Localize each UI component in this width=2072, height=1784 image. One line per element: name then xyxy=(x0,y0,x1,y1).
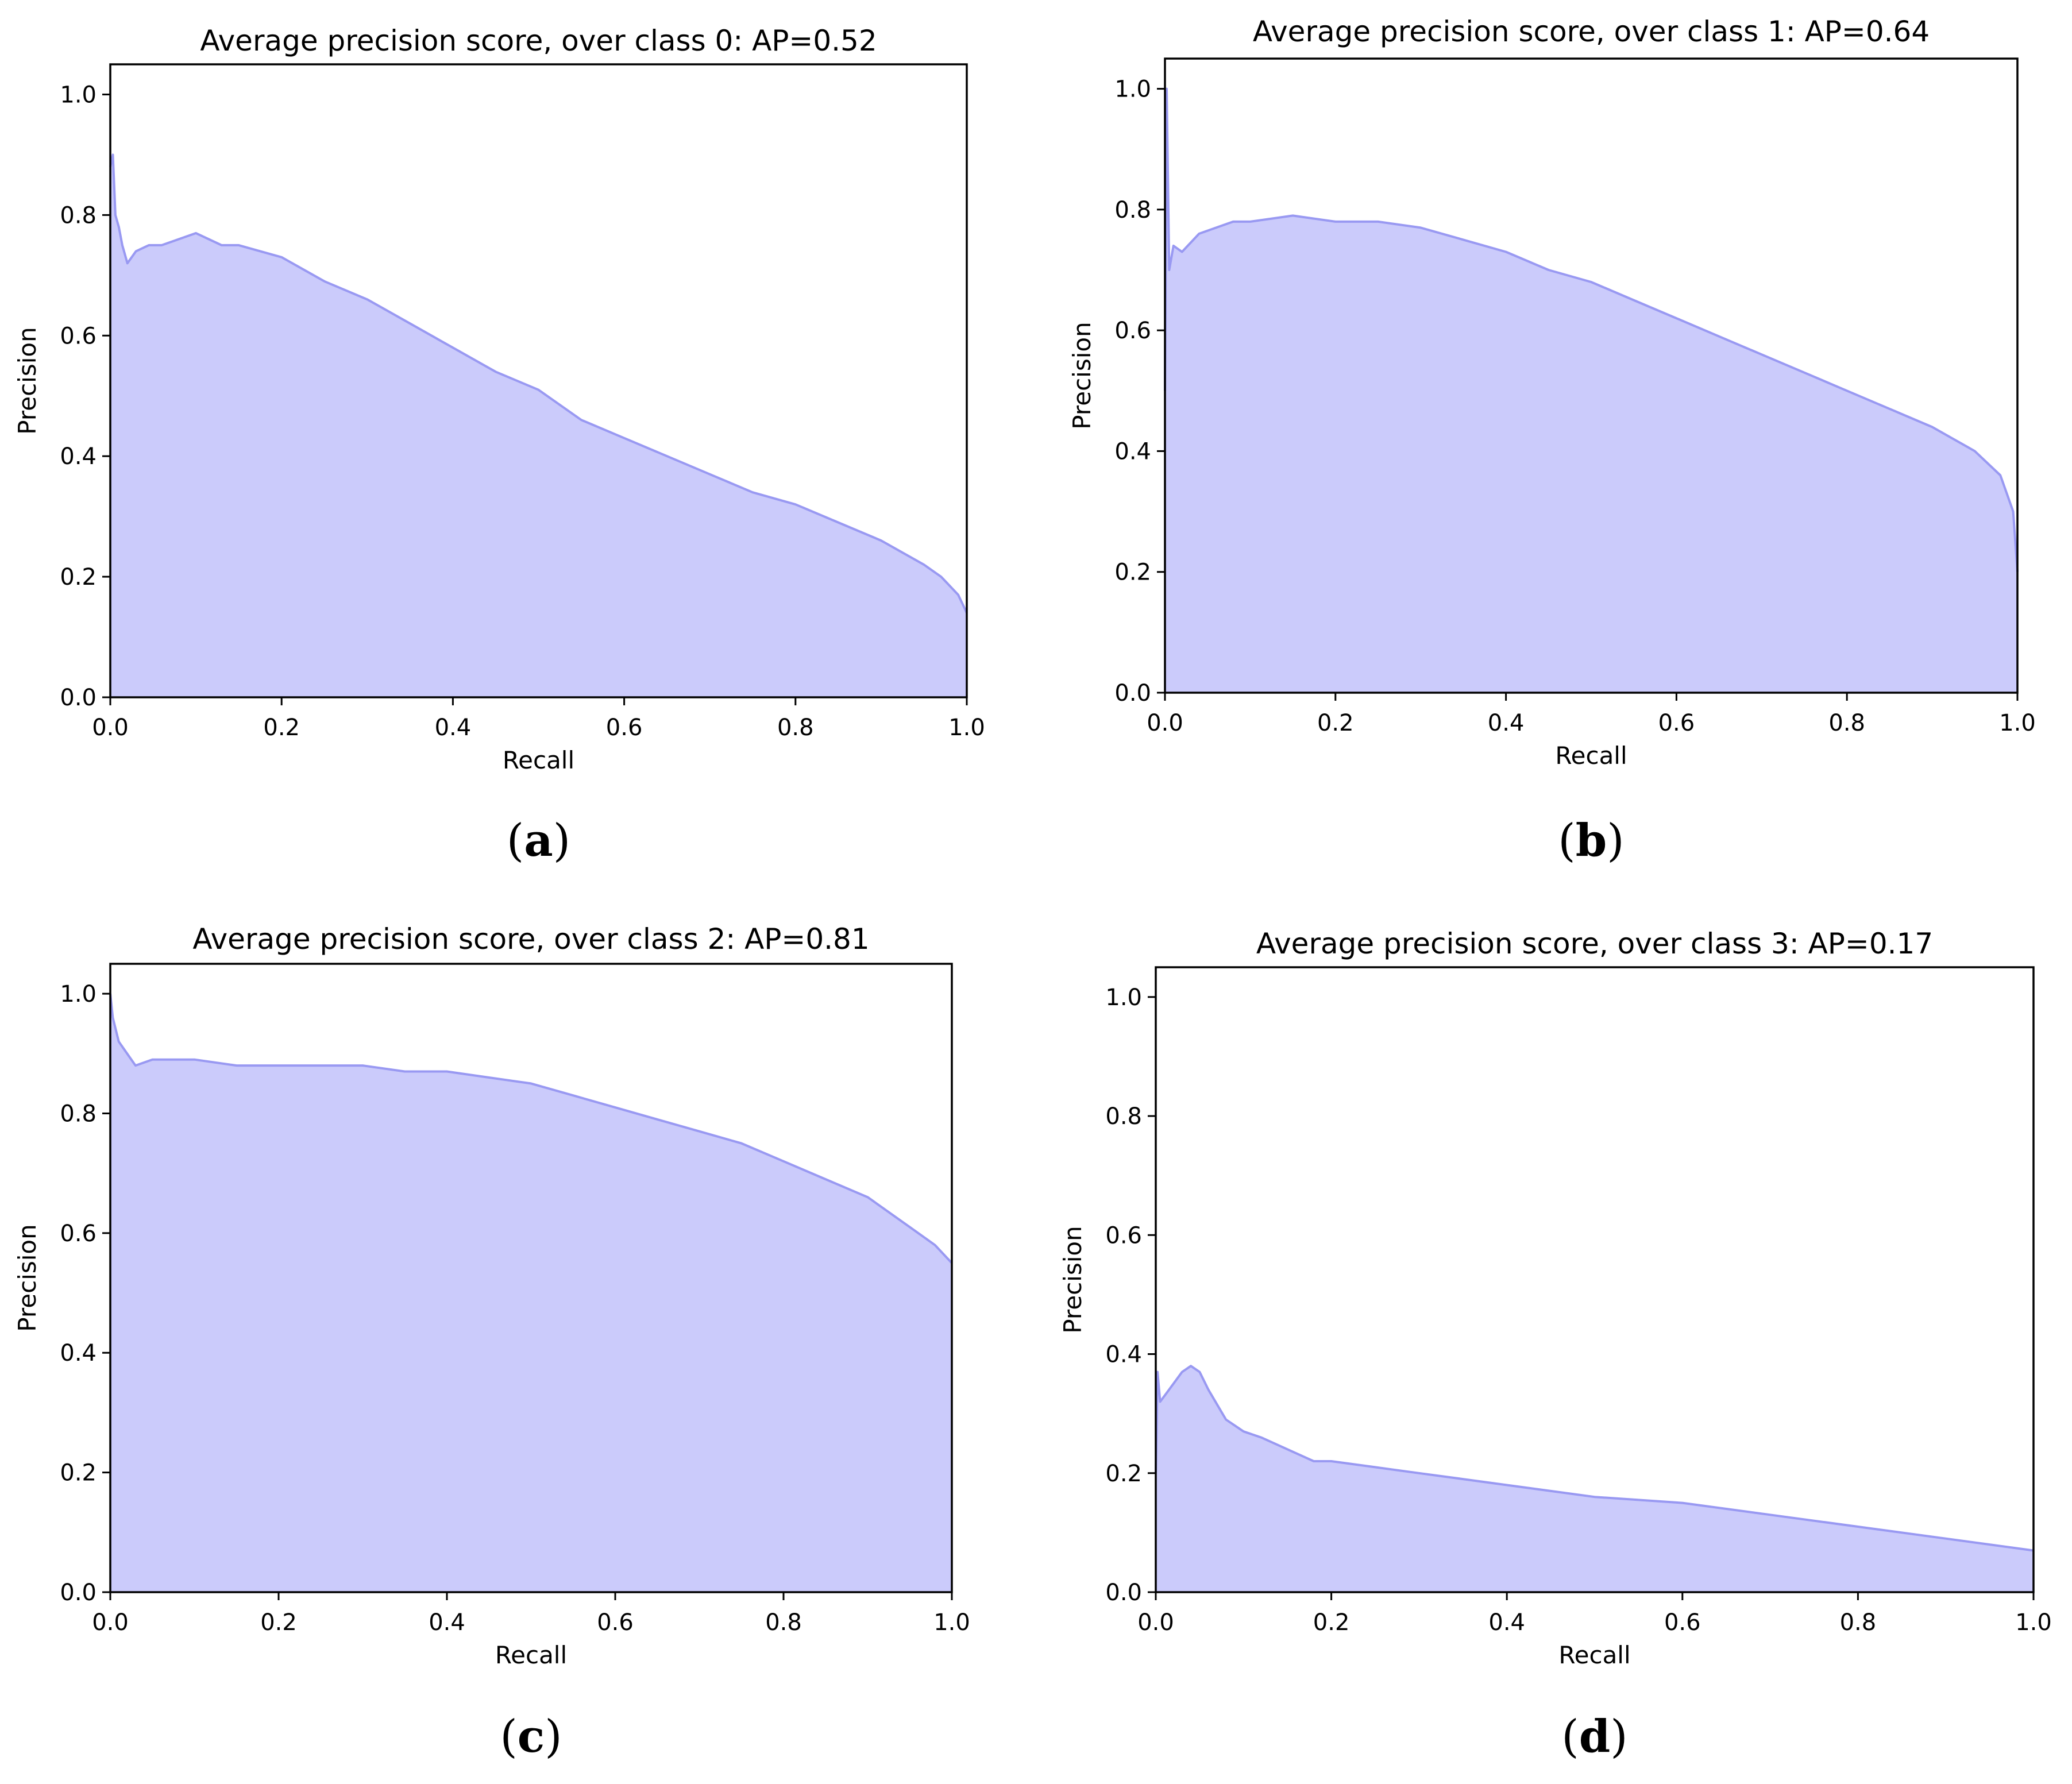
y-tick-label-c: 0.0 xyxy=(60,1580,97,1606)
y-tick-label-a: 0.6 xyxy=(60,323,97,349)
chart-title-d: Average precision score, over class 3: A… xyxy=(1256,927,1933,960)
x-tick-label-b: 1.0 xyxy=(1999,710,2036,736)
pr-curve-line-d xyxy=(1155,1365,2034,1552)
y-axis-label-b: Precision xyxy=(1068,322,1096,429)
chart-title-b: Average precision score, over class 1: A… xyxy=(1253,15,1930,48)
x-tick-label-d: 0.0 xyxy=(1137,1609,1174,1636)
plot-frame-b xyxy=(1164,57,2019,694)
x-axis-label-d: Recall xyxy=(1558,1641,1630,1669)
pr-area-fill-b xyxy=(1165,88,2017,693)
y-tick-label-c: 0.8 xyxy=(60,1100,97,1127)
panel-caption-a: (a) xyxy=(507,814,570,867)
y-axis-label-a: Precision xyxy=(13,327,41,434)
y-tick-label-b: 0.4 xyxy=(1114,438,1151,465)
pr-curve-line-a xyxy=(109,153,968,613)
x-tick-label-c: 0.6 xyxy=(597,1609,634,1636)
y-tick-label-a: 0.8 xyxy=(60,202,97,229)
y-tick-label-d: 0.4 xyxy=(1105,1342,1142,1368)
chart-panel-c: 0.0 0.2 0.4 0.6 0.8 1.0 0.0 0.2 0.4 0.6 0.8 1.0 Aver… xyxy=(13,922,970,1763)
pr-area-fill-d xyxy=(1156,1366,2034,1592)
plot-frame-d xyxy=(1155,966,2035,1593)
x-tick-label-a: 0.8 xyxy=(777,715,814,741)
chart-panel-d: 0.0 0.2 0.4 0.6 0.8 1.0 0.0 0.2 0.4 0.6 0.8 1.0 Aver… xyxy=(1059,927,2052,1763)
y-axis-label-c: Precision xyxy=(13,1224,41,1331)
x-tick-label-b: 0.8 xyxy=(1828,710,1865,736)
x-tick-label-c: 0.8 xyxy=(765,1609,802,1636)
pr-curve-line-b xyxy=(1164,87,2019,572)
x-tick-label-b: 0.6 xyxy=(1658,710,1695,736)
chart-title-a: Average precision score, over class 0: A… xyxy=(200,24,877,57)
y-tick-label-b: 0.6 xyxy=(1114,318,1151,344)
chart-panel-a: 0.0 0.2 0.4 0.6 0.8 1.0 0.0 0.2 0.4 0.6 0.8 1.0 Aver… xyxy=(13,24,985,867)
y-tick-label-d: 0.2 xyxy=(1105,1461,1142,1487)
y-tick-label-b: 0.0 xyxy=(1114,680,1151,706)
x-tick-label-d: 1.0 xyxy=(2015,1609,2052,1636)
panel-caption-c: (c) xyxy=(500,1710,562,1763)
x-tick-label-d: 0.2 xyxy=(1313,1609,1350,1636)
x-tick-label-a: 1.0 xyxy=(948,715,985,741)
y-tick-label-c: 1.0 xyxy=(60,981,97,1007)
y-tick-label-b: 1.0 xyxy=(1114,76,1151,103)
x-tick-label-d: 0.4 xyxy=(1488,1609,1525,1636)
plot-frame-c xyxy=(109,963,953,1593)
y-tick-label-d: 0.6 xyxy=(1105,1222,1142,1249)
y-tick-label-d: 1.0 xyxy=(1105,984,1142,1011)
y-tick-label-a: 1.0 xyxy=(60,82,97,108)
y-tick-label-b: 0.8 xyxy=(1114,197,1151,223)
y-tick-label-c: 0.6 xyxy=(60,1221,97,1247)
y-tick-label-b: 0.2 xyxy=(1114,559,1151,586)
y-tick-label-a: 0.4 xyxy=(60,443,97,470)
chart-panel-b: 0.0 0.2 0.4 0.6 0.8 1.0 0.0 0.2 0.4 0.6 0.8 1.0 Aver… xyxy=(1068,15,2036,867)
x-tick-label-c: 0.2 xyxy=(260,1609,297,1636)
y-tick-label-a: 0.0 xyxy=(60,685,97,711)
panel-caption-d: (d) xyxy=(1561,1710,1627,1763)
y-tick-label-d: 0.0 xyxy=(1105,1580,1142,1606)
pr-curve-line-c xyxy=(109,993,953,1264)
x-tick-label-c: 0.4 xyxy=(429,1609,465,1636)
y-tick-label-c: 0.4 xyxy=(60,1340,97,1366)
x-tick-label-a: 0.4 xyxy=(435,715,472,741)
pr-area-fill-a xyxy=(110,155,967,697)
x-axis-label-a: Recall xyxy=(503,746,574,774)
panel-caption-b: (b) xyxy=(1558,814,1624,867)
y-tick-label-d: 0.8 xyxy=(1105,1103,1142,1130)
x-tick-label-b: 0.4 xyxy=(1488,710,1525,736)
x-tick-label-a: 0.0 xyxy=(92,715,129,741)
x-tick-label-d: 0.8 xyxy=(1840,1609,1877,1636)
x-tick-label-d: 0.6 xyxy=(1664,1609,1701,1636)
y-axis-label-d: Precision xyxy=(1059,1226,1087,1333)
chart-title-c: Average precision score, over class 2: A… xyxy=(192,922,869,956)
x-axis-label-c: Recall xyxy=(495,1641,567,1669)
x-tick-label-c: 1.0 xyxy=(933,1609,970,1636)
x-tick-label-b: 0.0 xyxy=(1147,710,1183,736)
x-tick-label-a: 0.2 xyxy=(263,715,300,741)
plot-frame-a xyxy=(109,63,968,698)
y-tick-label-a: 0.2 xyxy=(60,564,97,590)
y-tick-label-c: 0.2 xyxy=(60,1460,97,1486)
x-tick-label-a: 0.6 xyxy=(606,715,643,741)
pr-area-fill-c xyxy=(110,994,952,1592)
x-tick-label-c: 0.0 xyxy=(92,1609,129,1636)
x-axis-label-b: Recall xyxy=(1555,742,1627,770)
x-tick-label-b: 0.2 xyxy=(1317,710,1354,736)
